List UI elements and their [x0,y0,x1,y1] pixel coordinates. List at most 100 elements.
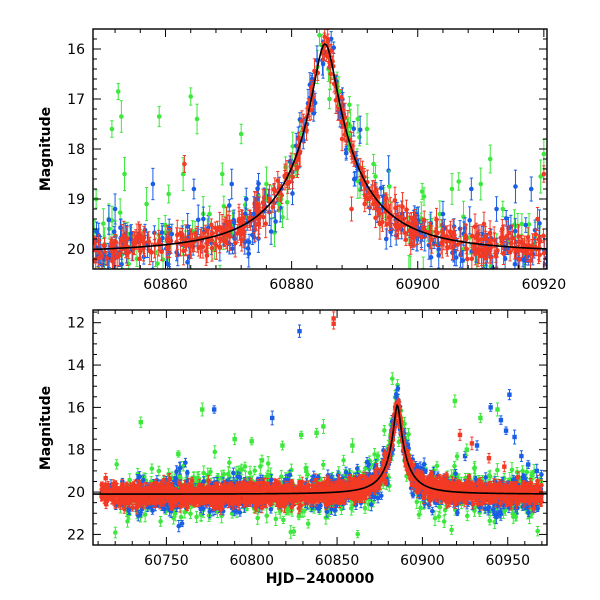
data-point [541,139,547,169]
y-tick-label: 22 [67,527,85,543]
data-point [253,502,258,509]
data-point [538,159,543,194]
data-point [242,461,248,472]
data-point [156,465,162,477]
data-point [122,156,127,192]
data-point [351,121,357,137]
data-point [502,461,507,473]
data-point [279,469,284,484]
data-point [273,511,279,527]
data-point [243,187,249,211]
data-point [201,206,206,232]
x-tick-label: 60750 [144,553,189,569]
data-point [305,519,311,529]
zoom-ylabel: Magnitude [38,107,54,191]
data-point [503,426,509,435]
x-tick-label: 60950 [485,553,530,569]
data-point [177,227,183,241]
data-point [397,204,403,230]
data-point [506,225,512,241]
data-point [494,196,499,222]
data-point [526,239,532,252]
y-tick-label: 20 [67,242,85,258]
data-point [498,415,504,425]
data-point [109,205,115,236]
data-point [403,233,409,247]
data-point [169,505,175,511]
data-point [350,438,355,453]
data-point [362,474,367,481]
data-point [162,215,168,236]
data-point [222,216,228,245]
data-point [371,153,376,175]
zoom-data-points [93,0,547,269]
data-point [355,477,360,484]
data-point [513,169,518,204]
data-point [325,0,330,22]
data-point [482,503,488,514]
data-point [282,169,288,182]
data-point [387,170,392,203]
data-point [326,494,331,502]
data-point [400,192,405,222]
y-tick-label: 16 [67,400,85,416]
data-point [209,232,215,248]
data-point [352,170,358,187]
data-point [270,201,276,213]
data-point [370,197,376,210]
data-point [476,229,482,250]
data-point [487,228,493,253]
data-point [166,184,171,204]
data-point [119,252,124,269]
data-point [193,227,199,241]
data-point [503,210,509,227]
data-point [478,412,483,424]
data-point [418,501,423,515]
data-point [268,218,274,245]
data-point [493,250,499,263]
data-point [264,508,270,524]
full-data-points [93,311,547,539]
data-point [519,450,524,462]
data-point [408,255,412,269]
data-point [249,437,254,446]
data-point [472,213,478,240]
data-point [522,235,528,255]
x-tick-label: 60900 [400,553,445,569]
data-point [232,433,237,445]
y-tick-label: 20 [67,485,85,501]
data-point [207,205,212,223]
data-point [541,165,547,183]
data-point [270,410,275,426]
data-point [357,115,363,144]
data-point [288,525,294,539]
data-point [109,120,115,138]
data-point [407,215,413,246]
data-point [469,246,475,269]
data-point [464,510,470,522]
zoom-plot-frame [92,28,548,270]
data-point [104,250,110,266]
data-point [428,247,434,268]
data-point [195,204,201,236]
data-point [102,237,107,254]
data-point [504,220,510,252]
data-point [194,510,199,523]
data-point [106,205,112,235]
data-point [441,515,447,528]
data-point [433,216,439,247]
data-point [111,225,117,238]
data-point [96,234,102,247]
data-point [276,195,282,213]
data-point [383,479,388,486]
data-point [434,207,439,232]
data-point [434,461,440,471]
data-point [488,403,493,412]
data-point [280,206,285,228]
y-tick-label: 19 [67,192,85,208]
data-point [265,456,271,471]
data-point [499,228,504,255]
data-point [322,29,328,51]
data-point [227,199,232,212]
zoom-panel: 60860 60880 60900 60920 16 17 18 19 20 Magnitude [38,0,566,293]
